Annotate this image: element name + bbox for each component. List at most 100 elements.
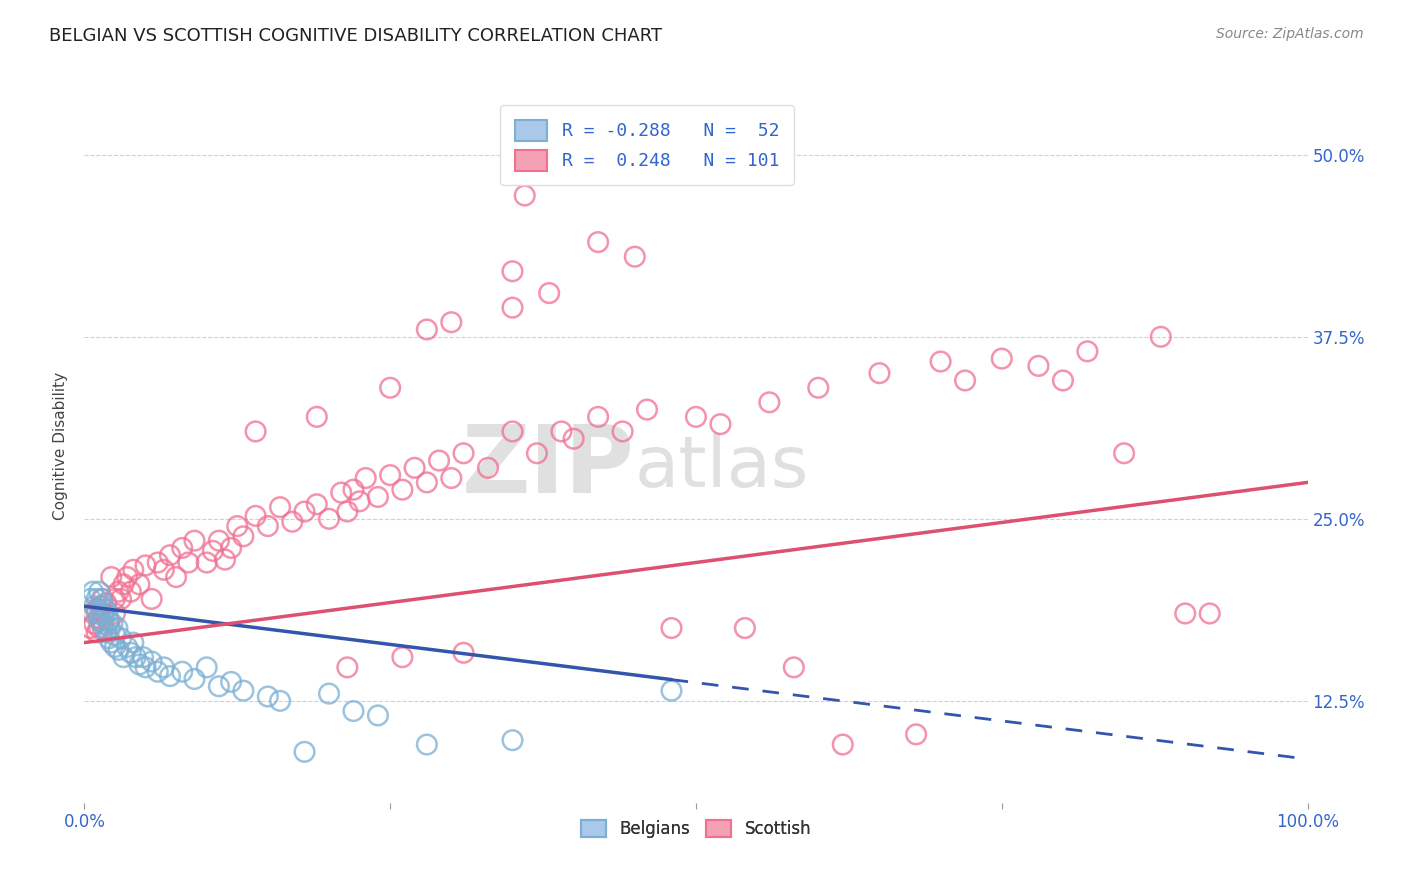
Point: [115, 640, 138, 654]
Point: [146, 556, 169, 570]
Point: [104, 607, 127, 621]
Point: [86, 602, 108, 616]
Point: [165, 570, 187, 584]
Point: [89, 607, 111, 621]
Point: [709, 417, 731, 432]
Point: [226, 519, 249, 533]
Point: [624, 250, 647, 264]
Point: [807, 381, 830, 395]
Point: [342, 483, 364, 497]
Point: [195, 660, 218, 674]
Point: [132, 650, 155, 665]
Point: [232, 683, 254, 698]
Point: [526, 446, 548, 460]
Point: [128, 577, 150, 591]
Point: [586, 235, 609, 249]
Point: [96, 625, 118, 640]
Point: [93, 607, 115, 621]
Point: [82, 584, 104, 599]
Point: [97, 607, 120, 621]
Point: [380, 381, 402, 395]
Point: [104, 591, 127, 606]
Point: [269, 500, 291, 515]
Point: [257, 690, 280, 704]
Point: [128, 657, 150, 672]
Point: [1114, 446, 1136, 460]
Point: [367, 708, 389, 723]
Point: [661, 683, 683, 698]
Point: [929, 354, 952, 368]
Point: [636, 402, 658, 417]
Point: [90, 591, 112, 606]
Point: [208, 533, 231, 548]
Point: [159, 548, 181, 562]
Point: [172, 541, 194, 555]
Point: [416, 322, 439, 336]
Point: [122, 635, 145, 649]
Point: [440, 315, 463, 329]
Point: [208, 679, 231, 693]
Point: [513, 188, 536, 202]
Point: [404, 460, 426, 475]
Point: [305, 409, 328, 424]
Point: [135, 660, 157, 674]
Point: [86, 591, 108, 606]
Point: [586, 409, 609, 424]
Point: [115, 570, 138, 584]
Point: [257, 519, 280, 533]
Point: [991, 351, 1014, 366]
Point: [195, 556, 218, 570]
Point: [120, 584, 142, 599]
Point: [336, 660, 359, 674]
Point: [1198, 607, 1220, 621]
Text: Source: ZipAtlas.com: Source: ZipAtlas.com: [1216, 27, 1364, 41]
Point: [100, 635, 122, 649]
Point: [97, 614, 120, 628]
Point: [104, 628, 127, 642]
Point: [87, 611, 110, 625]
Text: BELGIAN VS SCOTTISH COGNITIVE DISABILITY CORRELATION CHART: BELGIAN VS SCOTTISH COGNITIVE DISABILITY…: [49, 27, 662, 45]
Y-axis label: Cognitive Disability: Cognitive Disability: [53, 372, 69, 520]
Text: atlas: atlas: [636, 433, 810, 502]
Point: [318, 687, 340, 701]
Point: [502, 264, 524, 278]
Point: [1028, 359, 1050, 373]
Point: [502, 425, 524, 439]
Point: [453, 446, 475, 460]
Point: [685, 409, 707, 424]
Point: [661, 621, 683, 635]
Point: [831, 738, 853, 752]
Point: [90, 614, 112, 628]
Point: [245, 508, 267, 523]
Point: [783, 660, 806, 674]
Point: [97, 614, 120, 628]
Point: [91, 599, 114, 614]
Point: [232, 529, 254, 543]
Point: [96, 596, 118, 610]
Point: [98, 621, 121, 635]
Point: [107, 643, 129, 657]
Point: [153, 660, 176, 674]
Point: [440, 471, 463, 485]
Point: [110, 632, 132, 646]
Point: [219, 541, 242, 555]
Point: [104, 640, 127, 654]
Point: [107, 584, 129, 599]
Point: [453, 646, 475, 660]
Point: [758, 395, 780, 409]
Point: [391, 483, 413, 497]
Point: [391, 650, 413, 665]
Text: ZIP: ZIP: [463, 421, 636, 514]
Point: [354, 471, 377, 485]
Point: [87, 621, 110, 635]
Point: [122, 563, 145, 577]
Point: [141, 655, 163, 669]
Point: [112, 650, 135, 665]
Point: [734, 621, 756, 635]
Point: [79, 591, 101, 606]
Point: [1052, 374, 1074, 388]
Point: [91, 621, 114, 635]
Point: [305, 497, 328, 511]
Point: [416, 475, 439, 490]
Point: [905, 727, 928, 741]
